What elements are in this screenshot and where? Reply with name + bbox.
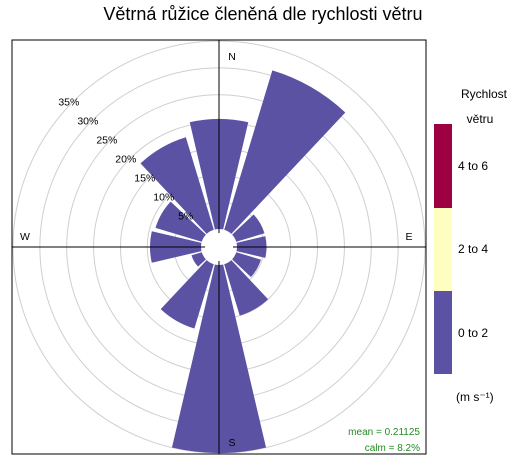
- radial-tick-label: 35%: [58, 96, 79, 108]
- legend-label-4to6: 4 to 6: [458, 159, 488, 173]
- radial-tick-labels: 5% 10% 15% 20% 25% 30% 35%: [58, 96, 193, 222]
- stat-mean: mean = 0.21125: [348, 427, 420, 438]
- legend-label-2to4: 2 to 4: [458, 242, 488, 256]
- petal-30-0to2: [224, 70, 346, 234]
- petal-300-0to2: [155, 201, 206, 242]
- petal-60-0to2: [232, 214, 265, 242]
- direction-label-n: N: [228, 51, 236, 63]
- legend-title-line2: větru: [467, 112, 494, 126]
- radial-tick-label: 20%: [115, 153, 136, 165]
- legend-swatch-4to6: [434, 124, 452, 208]
- direction-label-e: E: [405, 231, 412, 243]
- legend-swatch-2to4: [434, 208, 452, 291]
- calm-circle: [202, 230, 236, 264]
- legend-label-0to2: 0 to 2: [458, 326, 488, 340]
- compass-axes: [12, 40, 426, 454]
- petal-150-0to2: [224, 260, 269, 316]
- legend-title-line1: Rychlost: [461, 87, 508, 101]
- legend-swatch-0to2: [434, 291, 452, 374]
- direction-label-w: W: [20, 231, 30, 243]
- direction-label-s: S: [228, 437, 235, 449]
- petal-240-0to2: [191, 252, 206, 267]
- chart-title: Větrná růžice členěná dle rychlosti větr…: [103, 4, 422, 24]
- radial-tick-label: 5%: [178, 210, 193, 222]
- petal-330-0to2: [140, 137, 214, 234]
- stat-calm: calm = 8.2%: [365, 443, 420, 454]
- legend-unit: (m s⁻¹): [456, 390, 494, 404]
- radial-tick-label: 30%: [77, 115, 98, 127]
- radial-tick-label: 10%: [153, 191, 174, 203]
- legend: Rychlost větru 4 to 6 2 to 4 0 to 2 (m s…: [434, 87, 508, 404]
- radial-tick-label: 15%: [134, 172, 155, 184]
- petal-210-0to2: [160, 260, 214, 329]
- radial-tick-label: 25%: [96, 134, 117, 146]
- petal-120-0to2: [232, 252, 261, 277]
